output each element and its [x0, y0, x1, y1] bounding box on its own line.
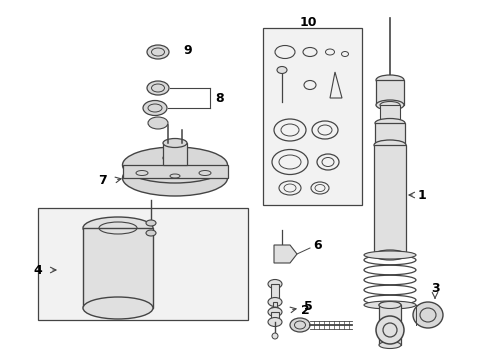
Ellipse shape	[363, 251, 415, 259]
Ellipse shape	[375, 100, 403, 110]
Ellipse shape	[83, 297, 153, 319]
Ellipse shape	[378, 302, 400, 309]
Polygon shape	[273, 245, 296, 263]
Ellipse shape	[379, 120, 399, 126]
Bar	[270, 312, 279, 322]
Text: 2: 2	[300, 303, 309, 316]
Ellipse shape	[271, 333, 278, 339]
Text: 1: 1	[417, 189, 426, 202]
Ellipse shape	[412, 302, 442, 328]
Ellipse shape	[373, 140, 405, 150]
Ellipse shape	[378, 302, 400, 309]
Ellipse shape	[163, 139, 186, 148]
Ellipse shape	[378, 342, 400, 348]
Text: 8: 8	[215, 91, 224, 104]
Ellipse shape	[379, 102, 399, 108]
Bar	[373, 145, 405, 255]
Ellipse shape	[267, 279, 282, 288]
Text: 5: 5	[303, 301, 312, 314]
Ellipse shape	[267, 297, 282, 306]
Ellipse shape	[122, 147, 227, 183]
Bar	[379, 105, 399, 123]
Ellipse shape	[363, 301, 415, 309]
Bar	[163, 143, 186, 165]
Ellipse shape	[147, 81, 169, 95]
Ellipse shape	[148, 117, 168, 129]
Ellipse shape	[163, 153, 186, 162]
Ellipse shape	[375, 75, 403, 85]
Ellipse shape	[269, 307, 280, 313]
Ellipse shape	[373, 250, 405, 260]
Ellipse shape	[289, 318, 309, 332]
Ellipse shape	[146, 220, 156, 226]
Bar	[123, 165, 227, 178]
Text: 4: 4	[33, 264, 42, 276]
Ellipse shape	[147, 45, 169, 59]
Ellipse shape	[267, 318, 282, 327]
Text: 7: 7	[98, 174, 107, 186]
Ellipse shape	[83, 217, 153, 239]
Text: 6: 6	[313, 239, 322, 252]
Text: 3: 3	[430, 282, 438, 294]
Bar	[378, 305, 400, 345]
Ellipse shape	[375, 316, 403, 344]
Ellipse shape	[276, 67, 286, 73]
Bar	[375, 80, 403, 105]
Ellipse shape	[142, 100, 167, 116]
Ellipse shape	[374, 140, 404, 149]
Bar	[272, 302, 276, 310]
Bar	[38, 208, 247, 320]
Bar	[374, 123, 404, 145]
Ellipse shape	[374, 118, 404, 127]
Text: 9: 9	[183, 44, 192, 57]
Ellipse shape	[122, 160, 227, 196]
Text: 10: 10	[299, 15, 316, 28]
Bar	[270, 284, 279, 302]
Bar	[263, 28, 361, 205]
Ellipse shape	[267, 307, 282, 316]
Ellipse shape	[146, 230, 156, 236]
Bar	[83, 228, 153, 308]
